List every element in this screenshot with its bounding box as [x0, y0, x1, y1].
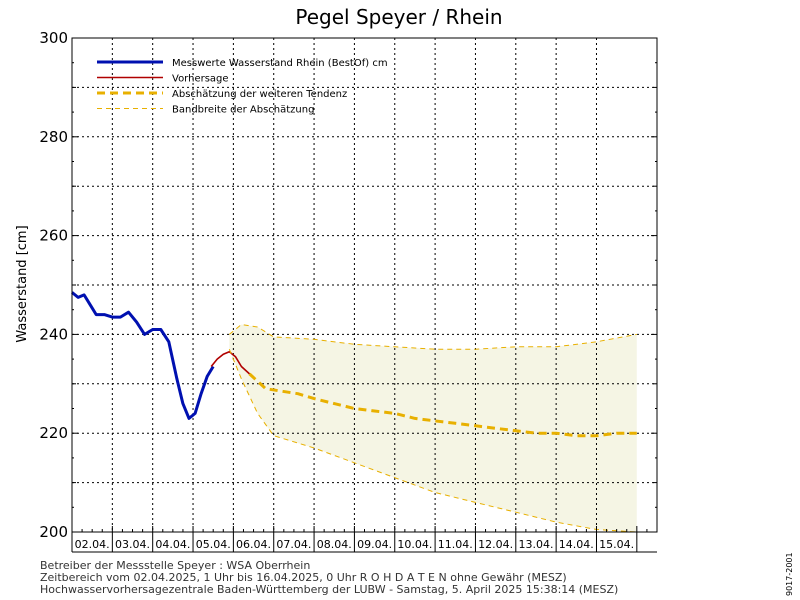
legend-label: Abschätzung der weiteren Tendenz	[172, 89, 347, 100]
series-layer	[71, 291, 637, 533]
y-tick-label: 260	[39, 227, 68, 245]
y-tick-label: 300	[39, 29, 68, 47]
x-tick-label: 08.04.	[317, 538, 352, 551]
footer-time-range: Zeitbereich vom 02.04.2025, 1 Uhr bis 16…	[40, 571, 567, 584]
y-tick-label: 220	[39, 424, 68, 442]
x-tick-label: 06.04.	[236, 538, 271, 551]
x-tick-label: 07.04.	[276, 538, 311, 551]
axis-layer: 200 220 240 260 280 300 02.04. 03.04. 04.04. 05.0…	[39, 29, 658, 553]
x-tick-label: 10.04.	[397, 538, 432, 551]
series-line-dashed-thin	[228, 324, 637, 350]
x-tick-label: 11.04.	[438, 538, 473, 551]
estimate-band-fill	[229, 324, 637, 532]
x-tick-label: 02.04.	[75, 538, 110, 551]
legend-label: Messwerte Wasserstand Rhein (BestOf) cm	[172, 58, 388, 69]
footer-operator: Betreiber der Messstelle Speyer : WSA Ob…	[40, 559, 310, 572]
x-tick-label: 03.04.	[115, 538, 150, 551]
y-tick-label: 280	[39, 128, 68, 146]
footer-source: Hochwasservorhersagezentrale Baden-Württ…	[40, 583, 618, 596]
x-tick-label: 15.04.	[599, 538, 634, 551]
series-line-dashed-thick	[248, 372, 637, 438]
x-tick-label: 09.04.	[357, 538, 392, 551]
y-tick-label: 240	[39, 325, 68, 343]
x-tick-label: 04.04.	[155, 538, 190, 551]
grid-layer	[72, 38, 657, 532]
x-tick-label: 14.04.	[559, 538, 594, 551]
y-tick-label: 200	[39, 523, 68, 541]
series-line-solid-thick	[71, 291, 215, 420]
legend-label: Vorhersage	[172, 74, 229, 85]
estimate-band-layer	[229, 324, 637, 532]
x-tick-label: 05.04.	[196, 538, 231, 551]
side-code: 9017-2001	[785, 552, 794, 596]
x-tick-label: 12.04.	[478, 538, 513, 551]
x-tick-label: 13.04.	[518, 538, 553, 551]
legend-label: Bandbreite der Abschätzung	[172, 105, 314, 116]
chart-title: Pegel Speyer / Rhein	[295, 5, 502, 29]
legend: Messwerte Wasserstand Rhein (BestOf) cm V…	[97, 58, 388, 116]
series-line-solid	[210, 350, 251, 375]
y-axis-label: Wasserstand [cm]	[15, 225, 30, 342]
series-line-band-lower	[228, 349, 637, 533]
